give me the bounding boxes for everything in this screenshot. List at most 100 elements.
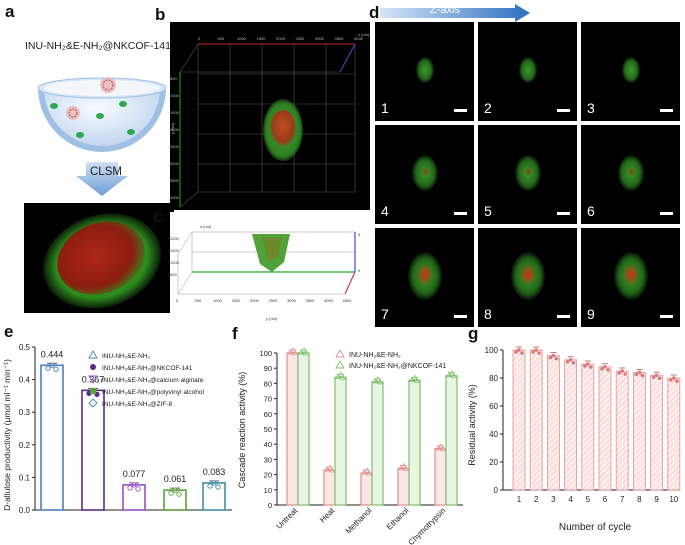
c-z-tick: 5 bbox=[358, 232, 361, 237]
b-top-tick: 0 bbox=[198, 36, 201, 41]
b-top-tick: 1000 bbox=[237, 36, 247, 41]
scale-bar bbox=[660, 109, 673, 112]
y-tick-label: 0 bbox=[268, 501, 272, 510]
e-data-point bbox=[211, 480, 217, 486]
e-data-point bbox=[207, 483, 213, 489]
scale-bar bbox=[660, 212, 673, 215]
c-y-tick: 1500 bbox=[170, 248, 180, 253]
g-data-point bbox=[623, 372, 627, 376]
z-slice-tile: 2 bbox=[478, 22, 577, 121]
z-slice-tile: 1 bbox=[375, 22, 474, 121]
b-left-tick: 1500 bbox=[170, 110, 180, 115]
g-data-point bbox=[654, 373, 659, 377]
chart-e: 0.0 0.1 0.2 0.3 0.4 0.5 D-allulose productivit… bbox=[2, 343, 232, 515]
scale-bar bbox=[660, 315, 673, 318]
g-data-point bbox=[520, 351, 524, 355]
g-x-tick-label: 2 bbox=[534, 495, 539, 504]
y-tick-label: 30 bbox=[264, 455, 272, 464]
g-data-point bbox=[657, 376, 662, 380]
f-data-point bbox=[439, 446, 447, 452]
g-data-point bbox=[548, 355, 553, 360]
y-tick-label: 80 bbox=[489, 374, 498, 383]
f-data-point bbox=[328, 467, 336, 473]
y-tick-label: 70 bbox=[264, 395, 272, 404]
z-slice-tile: 5 bbox=[478, 125, 577, 224]
b-left-tick: 2000 bbox=[170, 127, 180, 132]
panel-label-c: c bbox=[153, 207, 163, 226]
b-left-tick: 4000 bbox=[170, 195, 180, 200]
y-tick-label: 20 bbox=[264, 471, 272, 480]
f-bar bbox=[360, 472, 373, 506]
f-data-point bbox=[437, 443, 445, 449]
g-data-point bbox=[551, 353, 556, 358]
b-top-tick: 3000 bbox=[315, 36, 325, 41]
f-bar bbox=[334, 376, 347, 506]
g-bar bbox=[512, 349, 526, 491]
e-legend: INU-NH₂&E-NH₂ INU-NH₂&E-NH₂@NKCOF-141 INU-… bbox=[88, 350, 205, 408]
f-x-tick-label: Ethanol bbox=[385, 506, 411, 532]
y-tick-label: 0.2 bbox=[19, 441, 31, 450]
g-bar bbox=[581, 363, 595, 491]
y-tick-label: 20 bbox=[489, 458, 498, 467]
panel-a-title: INU-NH₂&E-NH₂@NKCOF-141 bbox=[25, 40, 171, 52]
g-x-tick-label: 3 bbox=[551, 495, 556, 504]
b-top-tick: 2000 bbox=[276, 36, 286, 41]
f-bar bbox=[445, 375, 458, 506]
g-bar bbox=[632, 372, 646, 491]
e-y-axis-title: D-allulose productivity (μmol ml⁻¹ min⁻¹… bbox=[2, 359, 12, 511]
f-legend-label: INU-NH₂&E-NH₂ bbox=[349, 352, 401, 359]
y-tick-label: 0.4 bbox=[19, 376, 31, 385]
e-legend-marker bbox=[90, 388, 96, 394]
g-data-point bbox=[634, 372, 639, 377]
g-bar bbox=[547, 355, 560, 491]
g-data-point bbox=[531, 350, 535, 354]
f-data-point bbox=[326, 464, 334, 470]
f-data-point bbox=[300, 347, 308, 353]
f-x-tick-label: Chymotrypsin bbox=[406, 506, 447, 545]
e-value-label: 0.444 bbox=[41, 349, 64, 359]
panel-label-g: g bbox=[468, 324, 479, 343]
f-bar bbox=[408, 379, 421, 506]
f-data-point bbox=[289, 347, 297, 353]
e-data-point bbox=[168, 490, 174, 496]
y-tick-label: 100 bbox=[259, 349, 272, 358]
z-axis-arrow-icon bbox=[380, 4, 530, 22]
scale-bar bbox=[557, 315, 570, 318]
g-bar bbox=[615, 370, 629, 491]
c-x-tick: 3000 bbox=[287, 298, 297, 303]
f-data-point bbox=[376, 379, 384, 385]
g-data-point bbox=[534, 348, 538, 352]
f-bar bbox=[297, 352, 310, 506]
e-bar bbox=[81, 389, 105, 511]
f-bar bbox=[371, 381, 384, 506]
c-y-tick: 1000 bbox=[170, 260, 180, 265]
f-data-point bbox=[400, 462, 408, 468]
g-bar bbox=[650, 374, 664, 491]
g-x-tick-label: 9 bbox=[654, 495, 659, 504]
f-data-point bbox=[374, 376, 382, 382]
g-data-point bbox=[617, 371, 621, 375]
f-x-tick-label: Methanol bbox=[344, 506, 374, 536]
f-legend: INU-NH₂&E-NH₂ INU-NH₂&E-NH₂@NKCOF-141 bbox=[335, 349, 446, 370]
f-data-point bbox=[402, 465, 410, 471]
f-data-point bbox=[450, 373, 458, 379]
f-data-point bbox=[337, 371, 345, 377]
g-data-point bbox=[517, 348, 521, 352]
y-tick-label: 0.5 bbox=[19, 343, 31, 352]
f-bar bbox=[323, 469, 336, 506]
g-data-point bbox=[603, 365, 607, 369]
z-slice-tile: 8 bbox=[478, 228, 577, 327]
microcapsule-illustration bbox=[37, 77, 167, 196]
z-slice-tile: 7 bbox=[375, 228, 474, 327]
scale-bar bbox=[454, 315, 467, 318]
c-z-unit: z (nm) bbox=[200, 224, 212, 229]
e-data-point bbox=[176, 491, 182, 497]
y-tick-label: 40 bbox=[489, 430, 498, 439]
y-tick-label: 50 bbox=[264, 425, 272, 434]
f-data-point bbox=[291, 350, 299, 356]
f-y-axis-title: Cascade reaction activity (%) bbox=[237, 372, 247, 489]
e-data-point bbox=[215, 484, 221, 490]
f-bar bbox=[286, 352, 299, 506]
f-data-point bbox=[448, 370, 456, 376]
e-data-point bbox=[172, 487, 178, 493]
